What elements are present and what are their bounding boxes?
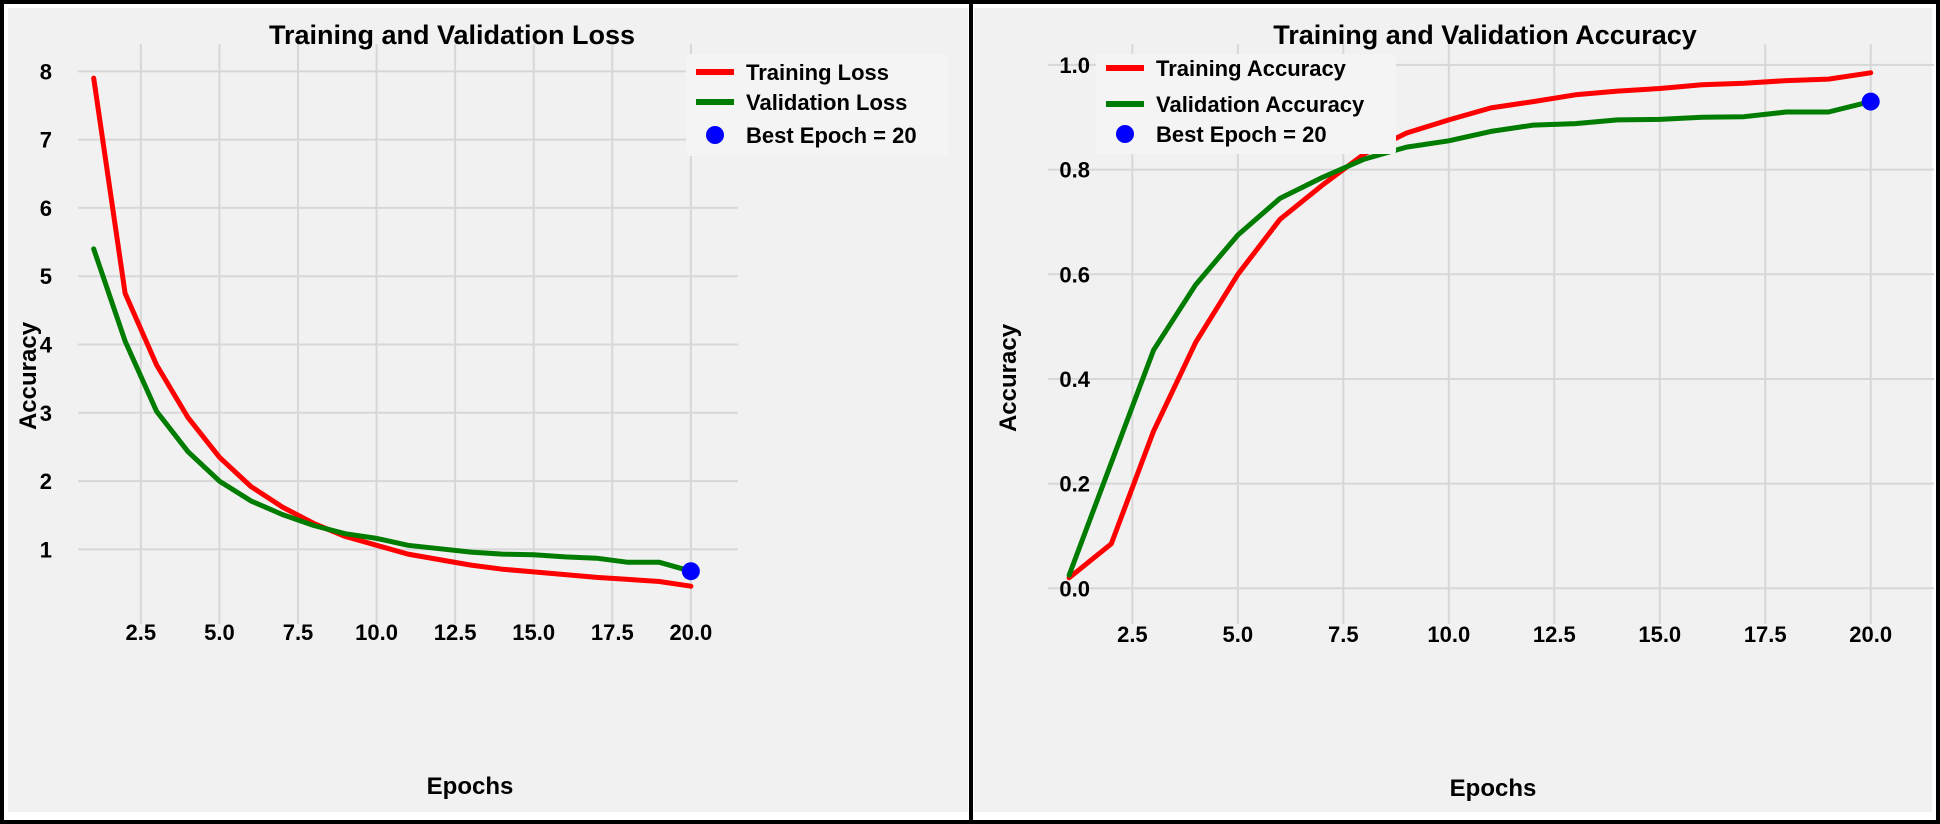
training-series-line xyxy=(91,75,694,589)
x-tick-label: 15.0 xyxy=(1638,622,1681,647)
loss-legend-box xyxy=(686,54,948,156)
x-tick-label: 10.0 xyxy=(1427,622,1470,647)
loss-lines xyxy=(91,75,694,589)
accuracy-legend-box xyxy=(1096,54,1396,154)
accuracy-chart-title: Training and Validation Accuracy xyxy=(1273,20,1697,50)
loss-chart: 2.5 5.0 7.5 10.0 12.5 15.0 17.5 20.0 1 2 3 4 5 6 7 8 T… xyxy=(8,8,968,812)
accuracy-legend-validation-label: Validation Accuracy xyxy=(1156,92,1365,117)
y-tick-label: 4 xyxy=(40,332,53,357)
x-tick-label: 15.0 xyxy=(512,620,555,645)
accuracy-legend: Training Accuracy Validation Accuracy Be… xyxy=(1096,54,1396,154)
x-tick-label: 20.0 xyxy=(1849,622,1892,647)
loss-y-axis-label: Accuracy xyxy=(15,321,42,430)
loss-legend-validation-label: Validation Loss xyxy=(746,90,907,115)
y-tick-label: 0.6 xyxy=(1059,262,1090,287)
y-tick-label: 0.4 xyxy=(1059,367,1090,392)
x-tick-label: 7.5 xyxy=(1328,622,1359,647)
accuracy-legend-best-label: Best Epoch = 20 xyxy=(1156,122,1327,147)
accuracy-y-axis-label: Accuracy xyxy=(995,323,1022,432)
accuracy-x-ticks: 2.5 5.0 7.5 10.0 12.5 15.0 17.5 20.0 xyxy=(1117,622,1892,647)
y-tick-label: 7 xyxy=(40,128,52,153)
loss-legend-training-label: Training Loss xyxy=(746,60,889,85)
x-tick-label: 12.5 xyxy=(1533,622,1576,647)
x-tick-label: 2.5 xyxy=(126,620,157,645)
loss-x-axis-label: Epochs xyxy=(427,773,514,800)
accuracy-best-marker xyxy=(1861,92,1880,111)
training-series-line xyxy=(1066,70,1874,581)
accuracy-legend-training-label: Training Accuracy xyxy=(1156,56,1347,81)
y-tick-label: 2 xyxy=(40,469,52,494)
loss-legend-best-label: Best Epoch = 20 xyxy=(746,123,917,148)
best-epoch-point xyxy=(1861,92,1880,111)
x-tick-label: 20.0 xyxy=(669,620,712,645)
accuracy-chart: 2.5 5.0 7.5 10.0 12.5 15.0 17.5 20.0 0.00.20.40… xyxy=(974,8,1934,812)
validation-series-line xyxy=(1066,99,1874,578)
loss-legend: Training Loss Validation Loss Best Epoch… xyxy=(686,54,948,156)
y-tick-label: 0.2 xyxy=(1059,472,1090,497)
x-tick-label: 5.0 xyxy=(1223,622,1254,647)
x-tick-label: 10.0 xyxy=(355,620,398,645)
x-tick-label: 7.5 xyxy=(283,620,314,645)
y-tick-label: 3 xyxy=(40,401,52,426)
validation-series-line xyxy=(91,246,694,574)
accuracy-legend-best-swatch xyxy=(1116,125,1134,143)
accuracy-x-axis-label: Epochs xyxy=(1450,775,1537,802)
x-tick-label: 2.5 xyxy=(1117,622,1148,647)
best-epoch-point xyxy=(681,562,700,581)
loss-x-ticks: 2.5 5.0 7.5 10.0 12.5 15.0 17.5 20.0 xyxy=(126,620,713,645)
loss-legend-best-swatch xyxy=(706,126,724,144)
y-tick-label: 6 xyxy=(40,196,52,221)
accuracy-y-ticks: 0.0 0.2 0.4 0.6 0.8 1.0 xyxy=(1059,53,1090,601)
x-tick-label: 17.5 xyxy=(1744,622,1787,647)
y-tick-label: 5 xyxy=(40,264,52,289)
y-tick-label: 0.0 xyxy=(1059,576,1090,601)
x-tick-label: 12.5 xyxy=(434,620,477,645)
y-tick-label: 1.0 xyxy=(1059,53,1090,78)
x-tick-label: 17.5 xyxy=(591,620,634,645)
loss-best-marker xyxy=(681,562,700,581)
y-tick-label: 8 xyxy=(40,59,52,84)
loss-y-ticks: 1 2 3 4 5 6 7 8 xyxy=(40,59,53,562)
x-tick-label: 5.0 xyxy=(204,620,235,645)
y-tick-label: 1 xyxy=(40,537,52,562)
y-tick-label: 0.8 xyxy=(1059,158,1090,183)
accuracy-lines xyxy=(1066,70,1874,581)
loss-chart-title: Training and Validation Loss xyxy=(269,20,635,50)
